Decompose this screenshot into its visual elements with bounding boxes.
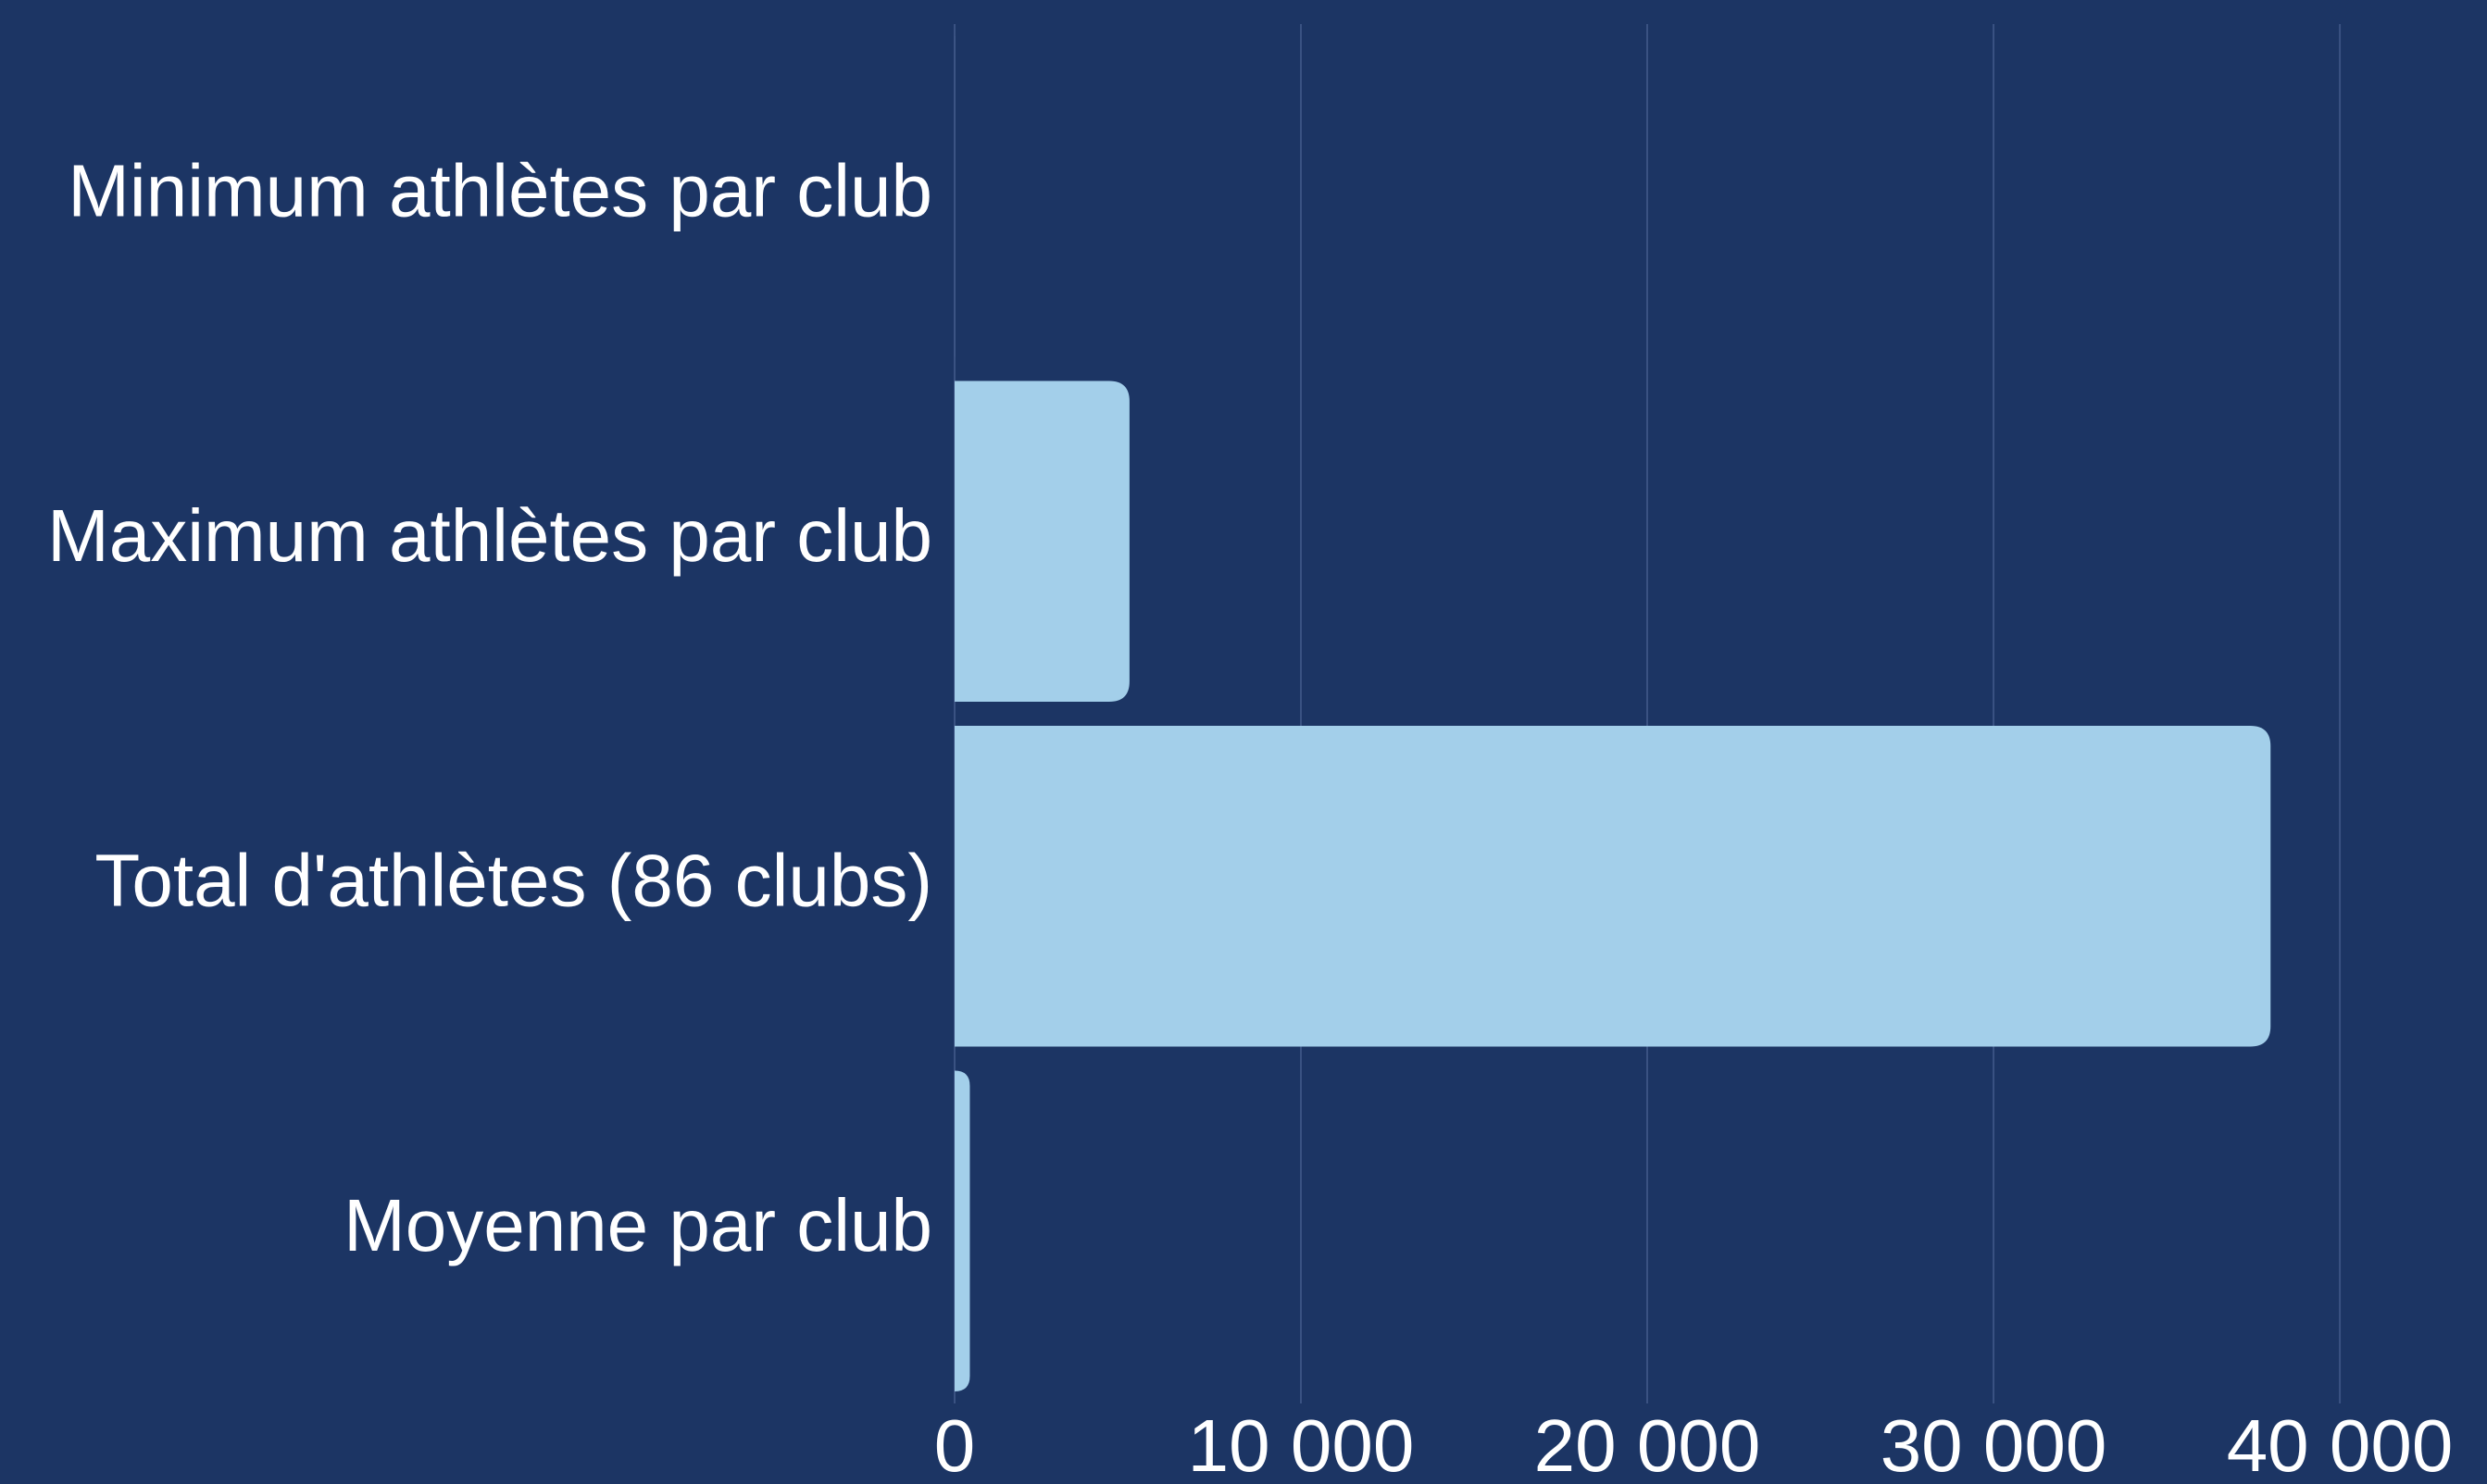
bar — [955, 1070, 970, 1391]
x-tick-label: 30 000 — [1881, 1404, 2107, 1484]
x-tick-label: 0 — [934, 1404, 976, 1484]
bar — [955, 726, 2271, 1047]
y-tick-label: Moyenne par club — [344, 1184, 932, 1266]
x-tick-label: 20 000 — [1534, 1404, 1761, 1484]
x-tick-label: 10 000 — [1188, 1404, 1415, 1484]
x-tick-label: 40 000 — [2227, 1404, 2454, 1484]
y-tick-label: Maximum athlètes par club — [47, 494, 932, 577]
y-tick-label: Total d'athlètes (86 clubs) — [94, 839, 932, 921]
y-tick-label: Minimum athlètes par club — [68, 149, 932, 231]
bar — [955, 380, 1130, 702]
